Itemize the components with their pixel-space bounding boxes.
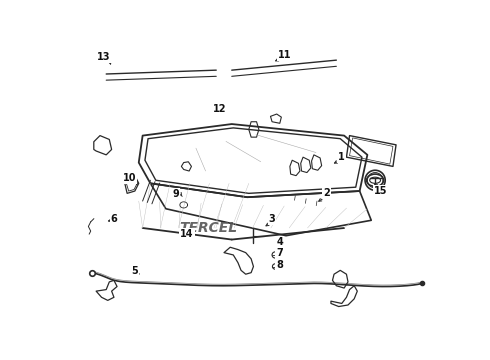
Text: 6: 6 — [111, 214, 117, 224]
Text: 8: 8 — [276, 260, 283, 270]
Text: 4: 4 — [276, 237, 283, 247]
Text: 12: 12 — [213, 104, 227, 114]
Text: 14: 14 — [180, 229, 194, 239]
Text: 15: 15 — [374, 186, 387, 196]
Text: 1: 1 — [339, 152, 345, 162]
Text: 5: 5 — [131, 266, 138, 276]
Text: 3: 3 — [269, 214, 275, 224]
Text: 13: 13 — [97, 52, 111, 62]
Text: 11: 11 — [278, 50, 291, 60]
Text: 9: 9 — [172, 189, 179, 199]
Text: 7: 7 — [276, 248, 283, 258]
Text: 10: 10 — [122, 173, 136, 183]
Text: 2: 2 — [323, 188, 330, 198]
Text: TERCEL: TERCEL — [179, 221, 238, 235]
Circle shape — [365, 170, 385, 190]
